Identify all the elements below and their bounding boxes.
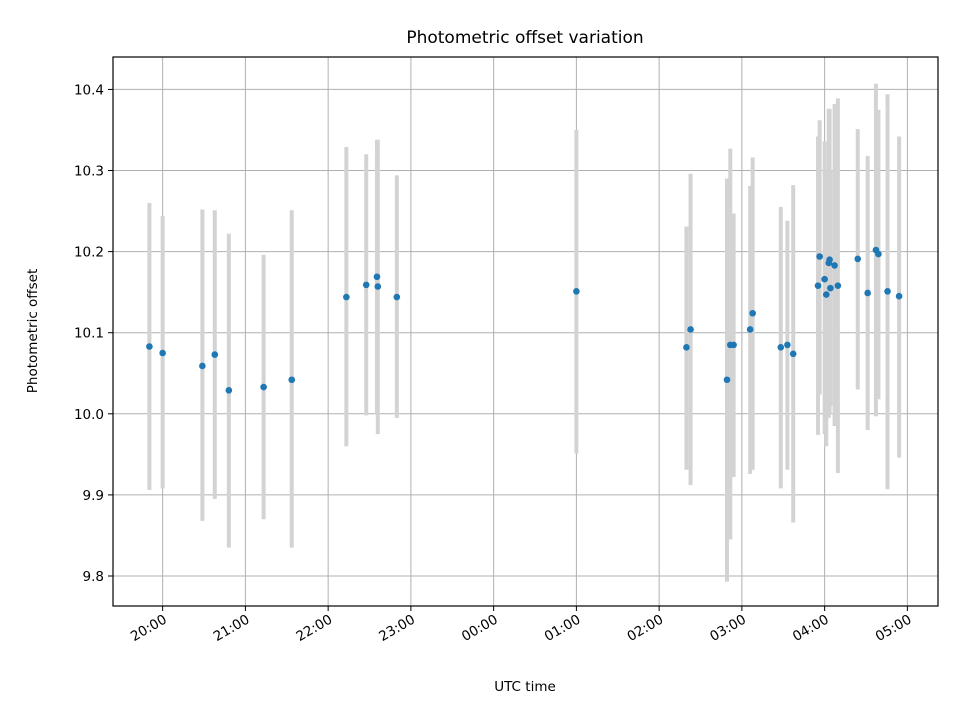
x-axis-label: UTC time: [494, 679, 556, 695]
data-point: [723, 376, 731, 384]
data-point: [687, 326, 694, 333]
data-point: [373, 273, 381, 281]
chart-title: Photometric offset variation: [406, 28, 643, 48]
data-point: [821, 275, 828, 283]
data-point: [374, 283, 382, 290]
data-point: [814, 282, 822, 289]
data-point: [854, 255, 862, 263]
data-point: [260, 383, 267, 391]
data-point: [831, 262, 838, 269]
y-axis-label: Photometric offset: [25, 269, 41, 393]
data-point: [343, 293, 350, 301]
data-point: [159, 349, 166, 357]
data-point: [573, 288, 580, 295]
data-point: [730, 341, 737, 349]
y-tick-label: 10.3: [74, 164, 104, 180]
plot-frame: [112, 56, 939, 607]
y-axis-ticks: 9.8 9.9 10.0 10.1 10.2 10.3 10.4: [74, 82, 113, 585]
data-point: [875, 250, 882, 258]
y-tick-label: 10.2: [74, 245, 104, 261]
data-point: [211, 351, 219, 358]
data-point: [784, 341, 791, 349]
data-point: [199, 362, 206, 370]
data-point: [777, 344, 785, 351]
data-point: [822, 291, 830, 298]
y-tick-label: 9.9: [83, 488, 104, 504]
data-point: [749, 309, 756, 317]
y-tick-label: 10.0: [74, 407, 104, 423]
data-point: [393, 293, 401, 301]
y-tick-label: 10.4: [74, 82, 104, 98]
data-point: [895, 292, 903, 300]
data-point: [746, 326, 754, 333]
data-points: [146, 246, 903, 394]
data-point: [884, 288, 891, 295]
data-point: [683, 344, 690, 351]
data-point: [362, 281, 370, 289]
data-point: [816, 253, 823, 260]
data-point: [146, 343, 153, 350]
data-point: [225, 386, 233, 394]
y-tick-label: 10.1: [74, 326, 104, 342]
data-point: [288, 376, 296, 384]
data-point: [789, 350, 797, 358]
data-point: [826, 256, 833, 264]
data-point: [834, 282, 842, 289]
data-point: [827, 284, 834, 292]
y-tick-label: 9.8: [83, 569, 104, 585]
data-point: [864, 289, 871, 297]
